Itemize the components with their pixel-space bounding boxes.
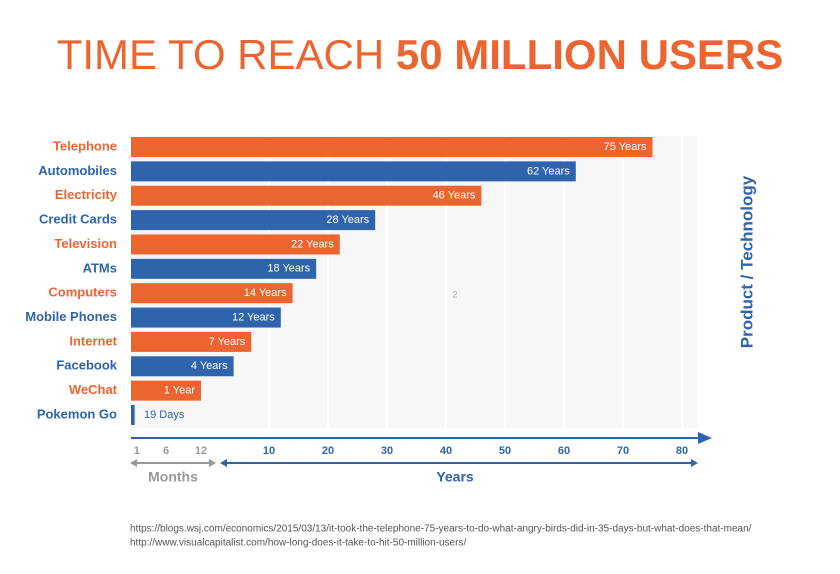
value-label: 12 Years (232, 311, 275, 323)
category-label: Electricity (55, 187, 118, 202)
category-label: Mobile Phones (25, 309, 117, 324)
value-label: 28 Years (326, 214, 369, 226)
chart-title: TIME TO REACH 50 MILLION USERS (57, 31, 784, 78)
value-label: 75 Years (604, 141, 647, 153)
bar (131, 161, 576, 182)
value-label: 14 Years (244, 287, 287, 299)
category-label: WeChat (69, 382, 118, 397)
annotation: 2 (452, 289, 457, 299)
title-part: 50 MILLION USERS (396, 31, 783, 78)
bar (131, 185, 482, 206)
value-label: 4 Years (191, 360, 228, 372)
years-label: Years (436, 469, 474, 485)
category-label: Automobiles (38, 163, 117, 178)
x-tick-label: 6 (163, 445, 169, 457)
months-label: Months (148, 469, 198, 485)
bar (131, 380, 201, 401)
bar (131, 405, 135, 425)
x-tick-label: 50 (499, 445, 511, 457)
value-label: 7 Years (209, 336, 246, 348)
source: http://www.visualcapitalist.com/how-long… (130, 538, 466, 549)
value-label: 18 Years (267, 263, 310, 275)
bar (131, 210, 376, 231)
value-label: 46 Years (433, 190, 476, 202)
x-tick-label: 12 (195, 445, 207, 457)
category-label: Computers (48, 285, 117, 300)
category-label: Facebook (56, 358, 117, 373)
axis-arrow (698, 432, 712, 444)
x-tick-label: 60 (558, 445, 570, 457)
bar (131, 137, 653, 157)
source: https://blogs.wsj.com/economics/2015/03/… (130, 524, 752, 535)
category-label: ATMs (83, 260, 117, 275)
value-label: 22 Years (291, 238, 334, 250)
category-label: Pokemon Go (37, 406, 117, 421)
category-label: Television (54, 236, 117, 251)
x-tick-label: 80 (676, 445, 688, 457)
title-part: TIME TO REACH (57, 31, 385, 78)
bar (131, 356, 234, 377)
x-tick-label: 30 (381, 445, 393, 457)
bar (131, 258, 317, 279)
value-label: 19 Days (144, 409, 185, 421)
bar (131, 331, 252, 352)
value-label: 1 Year (164, 385, 196, 397)
x-tick-label: 20 (322, 445, 334, 457)
value-label: 62 Years (527, 165, 570, 177)
category-label: Telephone (53, 138, 117, 153)
category-label: Credit Cards (39, 212, 117, 227)
x-tick-label: 40 (440, 445, 452, 457)
y-axis-label: Product / Technology (737, 175, 756, 348)
bar (131, 283, 293, 304)
x-tick-label: 1 (134, 445, 140, 457)
x-tick-label: 70 (617, 445, 629, 457)
bar (131, 307, 281, 328)
category-label: Internet (69, 333, 117, 348)
plot-background (131, 136, 697, 428)
bar (131, 234, 340, 255)
x-tick-label: 10 (263, 445, 275, 457)
